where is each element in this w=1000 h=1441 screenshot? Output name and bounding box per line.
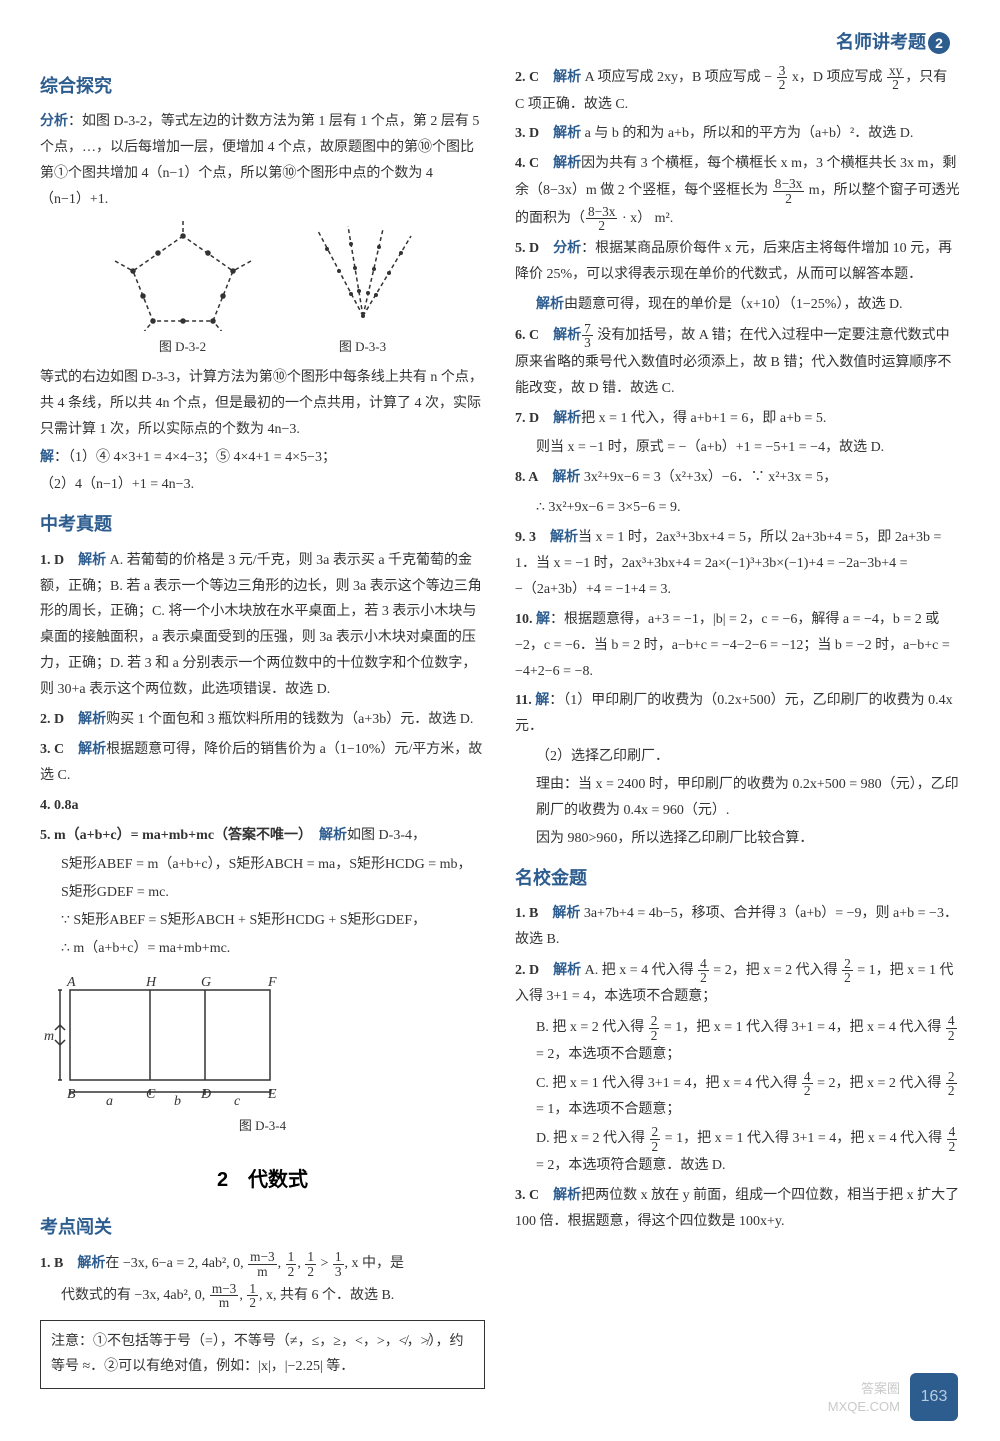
zk5-l4: ∴ m（a+b+c）= ma+mb+mc.: [40, 936, 485, 962]
svg-text:E: E: [267, 1087, 277, 1102]
zk-item-5: 5. m（a+b+c）= ma+mb+mc（答案不唯一） 解析如图 D-3-4，: [40, 823, 485, 849]
svg-text:a: a: [106, 1094, 113, 1109]
kaodian-title: 考点闯关: [40, 1211, 485, 1244]
r-item-11c: 理由：当 x = 2400 时，甲印刷厂的收费为 0.2x+500 = 980（…: [515, 772, 960, 824]
zk-item-1: 1. D 解析 A. 若葡萄的价格是 3 元/千克，则 3a 表示买 a 千克葡…: [40, 548, 485, 703]
svg-text:H: H: [145, 975, 157, 990]
r-item-8a: 8. A 解析 3x²+9x−6 = 3（x²+3x）−6．∵ x²+3x = …: [515, 465, 960, 491]
zhongkao-title: 中考真题: [40, 508, 485, 541]
fig-d33-caption: 图 D-3-3: [303, 335, 423, 359]
mingxiao-title: 名校金题: [515, 862, 960, 895]
zk-item-3: 3. C 解析根据题意可得，降价后的销售价为 a（1−10%）元/平方米，故选 …: [40, 737, 485, 789]
mx-item-2c: C. 把 x = 1 代入得 3+1 = 4，把 x = 4 代入得 42 = …: [515, 1070, 960, 1123]
r-item-5d: 5. D 分析：根据某商品原价每件 x 元，后来店主将每件增加 10 元，再降价…: [515, 236, 960, 288]
svg-text:D: D: [200, 1087, 211, 1102]
r-item-6c: 6. C 解析73 没有加括号，故 A 错；在代入过程中一定要注意代数式中原来省…: [515, 322, 960, 401]
r-item-8a-b: ∴ 3x²+9x−6 = 3×5−6 = 9.: [515, 495, 960, 521]
r-item-9: 9. 3 解析当 x = 1 时，2ax³+3bx+4 = 5，所以 2a+3b…: [515, 525, 960, 603]
zk5-l2: S矩形GDEF = mc.: [40, 880, 485, 906]
r-item-11: 11. 解：（1）甲印刷厂的收费为（0.2x+500）元，乙印刷厂的收费为 0.…: [515, 688, 960, 740]
section-2-title: 2 代数式: [40, 1162, 485, 1199]
watermark: 答案圈 MXQE.COM: [828, 1380, 900, 1416]
svg-text:m: m: [44, 1029, 54, 1044]
r-item-2c: 2. C 解析 A 项应写成 2xy，B 项应写成 − 32 x，D 项应写成 …: [515, 64, 960, 117]
right-column: 2. C 解析 A 项应写成 2xy，B 项应写成 − 32 x，D 项应写成 …: [515, 60, 960, 1351]
svg-text:G: G: [201, 975, 211, 990]
watermark-line2: MXQE.COM: [828, 1398, 900, 1416]
zonghe-analysis: 分析：如图 D-3-2，等式左边的计数方法为第 1 层有 1 个点，第 2 层有…: [40, 109, 485, 213]
r-item-4c: 4. C 解析因为共有 3 个横框，每个横框长 x m，3 个横框共长 3x m…: [515, 151, 960, 232]
left-column: 综合探究 分析：如图 D-3-2，等式左边的计数方法为第 1 层有 1 个点，第…: [40, 60, 485, 1351]
zk-item-2: 2. D 解析购买 1 个面包和 3 瓶饮料所用的钱数为（a+3b）元．故选 D…: [40, 707, 485, 733]
kd-item-1b: 代数式的有 −3x, 4ab², 0, m−3m, 12, x, 共有 6 个．…: [40, 1282, 485, 1310]
zk-item-4: 4. 0.8a: [40, 793, 485, 819]
svg-text:B: B: [67, 1087, 76, 1102]
svg-text:F: F: [267, 975, 277, 990]
r-item-11d: 因为 980>960，所以选择乙印刷厂比较合算．: [515, 826, 960, 852]
figure-d33-svg: [303, 221, 423, 331]
sol-label: 解: [40, 450, 54, 465]
kd-note-box: 注意：①不包括等于号（=），不等号（≠，≤，≥，<，>，≮，≯），约等号 ≈．②…: [40, 1320, 485, 1390]
r-item-7d: 7. D 解析把 x = 1 代入，得 a+b+1 = 6，即 a+b = 5.: [515, 406, 960, 432]
figure-d32-d33: 图 D-3-2: [40, 221, 485, 359]
watermark-line1: 答案圈: [828, 1380, 900, 1398]
svg-text:b: b: [174, 1094, 181, 1109]
zk5-l1: S矩形ABEF = m（a+b+c），S矩形ABCH = ma，S矩形HCDG …: [40, 852, 485, 878]
figure-d34: A H G F B C D E m a b c 图 D-3-4: [40, 970, 485, 1138]
page-number: 163: [910, 1373, 958, 1421]
mx-item-1: 1. B 解析 3a+7b+4 = 4b−5，移项、合并得 3（a+b）= −9…: [515, 901, 960, 953]
r-item-7d-b: 则当 x = −1 时，原式 = −（a+b）+1 = −5+1 = −4，故选…: [515, 435, 960, 461]
zonghe-body: 等式的右边如图 D-3-3，计算方法为第⑩个图形中每条线上共有 n 个点，共 4…: [40, 365, 485, 443]
kd-note: 注意：①不包括等于号（=），不等号（≠，≤，≥，<，>，≮，≯），约等号 ≈．②…: [51, 1334, 464, 1375]
analysis-label: 分析: [40, 114, 68, 129]
svg-text:A: A: [66, 975, 76, 990]
zk5-l3: ∵ S矩形ABEF = S矩形ABCH + S矩形HCDG + S矩形GDEF，: [40, 908, 485, 934]
fig-d32-caption: 图 D-3-2: [103, 335, 263, 359]
zonghe-title: 综合探究: [40, 70, 485, 103]
page-header: 名师讲考题2: [836, 28, 950, 54]
kd-item-1: 1. B 解析在 −3x, 6−a = 2, 4ab², 0, m−3m, 12…: [40, 1250, 485, 1278]
mx-item-2: 2. D 解析 A. 把 x = 4 代入得 42 = 2，把 x = 2 代入…: [515, 957, 960, 1010]
figure-d32-svg: [103, 221, 263, 331]
svg-text:c: c: [234, 1094, 241, 1109]
zonghe-sol: 解：（1）④ 4×3+1 = 4×4−3；⑤ 4×4+1 = 4×5−3；: [40, 445, 485, 471]
mx-item-3: 3. C 解析把两位数 x 放在 y 前面，组成一个四位数，相当于把 x 扩大了…: [515, 1183, 960, 1235]
figure-d34-svg: A H G F B C D E m a b c: [40, 970, 290, 1110]
header-title: 名师讲考题: [836, 32, 926, 52]
svg-text:C: C: [146, 1087, 156, 1102]
r-item-11b: （2）选择乙印刷厂．: [515, 744, 960, 770]
r-item-5d-exp: 解析由题意可得，现在的单价是（x+10）（1−25%），故选 D.: [515, 292, 960, 318]
mx-item-2b: B. 把 x = 2 代入得 22 = 1，把 x = 1 代入得 3+1 = …: [515, 1014, 960, 1067]
fig-d34-caption: 图 D-3-4: [40, 1114, 485, 1138]
header-badge: 2: [928, 32, 950, 54]
r-item-3d: 3. D 解析 a 与 b 的和为 a+b，所以和的平方为（a+b）²．故选 D…: [515, 121, 960, 147]
r-item-10: 10. 解：根据题意得，a+3 = −1，|b| = 2，c = −6，解得 a…: [515, 607, 960, 685]
mx-item-2d: D. 把 x = 2 代入得 22 = 1，把 x = 1 代入得 3+1 = …: [515, 1125, 960, 1178]
zonghe-sol2: （2）4（n−1）+1 = 4n−3.: [40, 472, 485, 498]
main-content: 综合探究 分析：如图 D-3-2，等式左边的计数方法为第 1 层有 1 个点，第…: [0, 0, 1000, 1441]
